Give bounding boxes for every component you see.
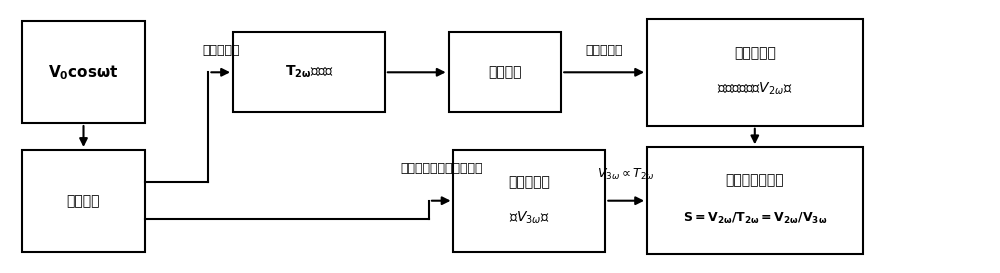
Bar <box>22 22 145 123</box>
Text: 焦耳热效应: 焦耳热效应 <box>202 44 239 57</box>
Text: 纳米塞贝克系数: 纳米塞贝克系数 <box>725 174 784 188</box>
Bar <box>453 150 605 251</box>
Bar <box>647 19 863 126</box>
Text: 三倍频信号: 三倍频信号 <box>508 175 550 189</box>
Bar <box>647 147 863 254</box>
Text: $\mathbf{T_{2\omega}}$温度波: $\mathbf{T_{2\omega}}$温度波 <box>285 64 333 81</box>
Text: 宏观热导三倍频激发原理: 宏观热导三倍频激发原理 <box>400 162 482 175</box>
Text: 二倍频信号（$V_{2\omega}$）: 二倍频信号（$V_{2\omega}$） <box>717 80 793 97</box>
Text: $V_{3\omega} \propto T_{2\omega}$: $V_{3\omega} \propto T_{2\omega}$ <box>597 167 655 182</box>
Text: 热电材料: 热电材料 <box>488 65 522 79</box>
Text: （$V_{3\omega}$）: （$V_{3\omega}$） <box>509 210 550 226</box>
Bar <box>22 150 145 251</box>
Text: $\mathbf{S = V_{2\omega}/ T_{2\omega} = V_{2\omega}/ V_{3\omega}}$: $\mathbf{S = V_{2\omega}/ T_{2\omega} = … <box>683 210 827 226</box>
Text: $\mathbf{V_0}$cos$\mathbf{\omega t}$: $\mathbf{V_0}$cos$\mathbf{\omega t}$ <box>48 63 119 82</box>
Text: 热电探针: 热电探针 <box>67 194 100 208</box>
Text: 塞贝克电压: 塞贝克电压 <box>734 47 776 61</box>
Bar <box>449 32 561 112</box>
Text: 塞贝克效应: 塞贝克效应 <box>585 44 623 57</box>
Bar <box>233 32 385 112</box>
